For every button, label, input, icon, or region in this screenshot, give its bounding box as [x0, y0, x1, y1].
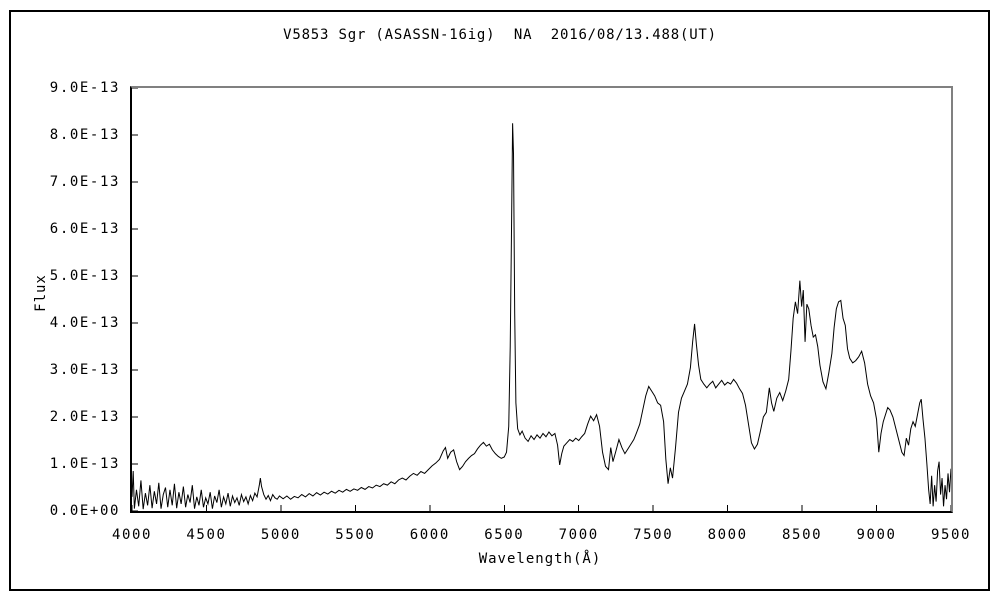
x-tick-label: 7500 — [633, 527, 674, 543]
x-tick-label: 9000 — [856, 527, 897, 543]
y-axis-title: Flux — [33, 274, 49, 312]
y-tick-label: 0.0E+00 — [49, 503, 120, 519]
x-tick-label: 6000 — [409, 527, 450, 543]
x-tick-label: 7000 — [558, 527, 599, 543]
y-tick-label: 4.0E-13 — [49, 315, 120, 331]
spectrum-svg — [132, 88, 951, 511]
chart-frame — [9, 10, 990, 591]
y-tick-label: 2.0E-13 — [49, 409, 120, 425]
spectrum-line — [132, 123, 951, 510]
y-tick-label: 9.0E-13 — [49, 80, 120, 96]
y-tick-label: 7.0E-13 — [49, 174, 120, 190]
axis-ticks — [132, 88, 951, 511]
x-tick-label: 5000 — [260, 527, 301, 543]
y-tick-label: 1.0E-13 — [49, 456, 120, 472]
x-tick-label: 4500 — [186, 527, 227, 543]
x-tick-label: 4000 — [111, 527, 153, 543]
x-tick-label: 8000 — [707, 527, 748, 543]
x-tick-label: 5500 — [335, 527, 376, 543]
x-tick-label: 8500 — [782, 527, 823, 543]
y-tick-label: 3.0E-13 — [49, 362, 120, 378]
y-tick-label: 6.0E-13 — [49, 221, 120, 237]
chart-title: V5853 Sgr (ASASSN-16ig) NA 2016/08/13.48… — [283, 27, 717, 43]
x-tick-label: 6500 — [484, 527, 525, 543]
y-tick-label: 5.0E-13 — [49, 268, 120, 284]
y-tick-label: 8.0E-13 — [49, 127, 120, 143]
plot-area — [130, 86, 953, 513]
x-axis-title: Wavelength(Å) — [478, 551, 602, 567]
x-tick-label: 9500 — [930, 527, 972, 543]
